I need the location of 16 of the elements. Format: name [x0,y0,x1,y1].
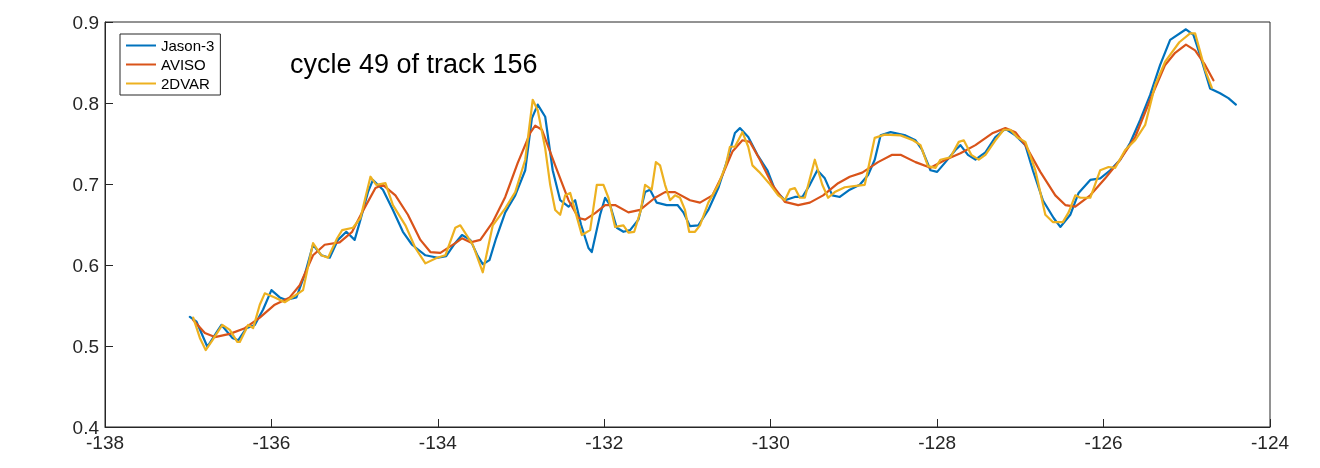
legend-label: 2DVAR [161,75,211,92]
annotation: cycle 49 of track 156 [290,48,538,79]
y-tick-label: 0.6 [72,254,99,276]
x-tick-label: -134 [418,432,458,453]
y-tick-label: 0.9 [72,11,99,33]
y-tick-label: 0.5 [72,335,99,357]
legend-label: Jason-3 [161,37,215,54]
x-tick-label: -130 [751,432,790,453]
legend-label: AVISO [161,56,206,73]
x-tick-label: -132 [585,432,624,453]
x-tick-label: -126 [1084,432,1123,453]
y-tick-label: 0.7 [72,173,99,195]
x-tick-label: -136 [252,432,291,453]
x-tick-label: -128 [918,432,957,453]
x-tick-label: -124 [1250,432,1290,453]
y-tick-label: 0.8 [72,92,99,114]
